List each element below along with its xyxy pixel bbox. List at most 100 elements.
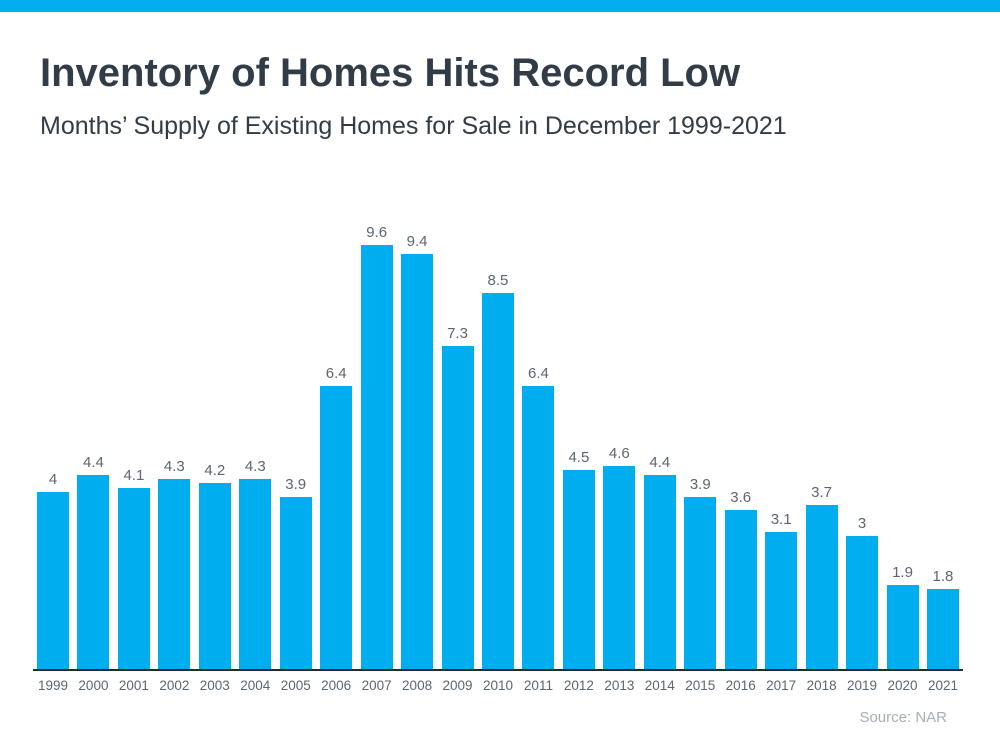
bar — [724, 509, 757, 669]
x-axis-tick-label: 2001 — [118, 677, 149, 693]
bar-group: 7.3 — [441, 324, 474, 669]
x-axis-tick-label: 2000 — [78, 677, 109, 693]
source-attribution: Source: NAR — [859, 708, 947, 726]
bar-value-label: 1.9 — [892, 563, 913, 581]
page-title: Inventory of Homes Hits Record Low — [40, 51, 741, 95]
page-subtitle: Months’ Supply of Existing Homes for Sal… — [40, 112, 787, 140]
bar — [765, 531, 798, 669]
x-axis-tick-label: 2006 — [321, 677, 352, 693]
bar — [77, 474, 110, 669]
bar — [562, 469, 595, 669]
x-axis-tick-label: 2002 — [159, 677, 190, 693]
x-axis-tick-label: 2013 — [604, 677, 635, 693]
bar-group: 6.4 — [320, 364, 353, 669]
x-axis-tick-label: 2004 — [240, 677, 271, 693]
bar-group: 1.9 — [886, 563, 919, 669]
bar — [320, 385, 353, 669]
bar-value-label: 3.9 — [689, 475, 711, 493]
bar-value-label: 6.4 — [325, 364, 347, 382]
bar-group: 3.9 — [279, 475, 312, 669]
bar — [805, 504, 838, 669]
bar-group: 9.4 — [401, 232, 434, 669]
x-axis-tick-label: 2011 — [523, 677, 553, 693]
x-axis-tick-label: 2012 — [563, 677, 594, 693]
bar-group: 4.3 — [158, 457, 191, 669]
bar-value-label: 4.4 — [83, 453, 104, 471]
x-axis-labels: 1999 2000 2001 2002 2003 2004 2005 2006 2007 2008… — [33, 678, 963, 693]
bar-group: 6.4 — [522, 364, 555, 669]
chart-header: Inventory of Homes Hits Record Low Month… — [0, 12, 1000, 141]
x-axis-tick-label: 2007 — [361, 677, 392, 693]
bar-value-label: 6.4 — [528, 364, 549, 382]
bar-group: 4.4 — [77, 453, 110, 669]
x-axis-tick-label: 2017 — [766, 677, 797, 693]
bar-group: 4 — [37, 471, 69, 669]
bar-value-label: 1.8 — [932, 567, 954, 585]
bar — [117, 487, 150, 669]
top-accent-bar — [0, 0, 1000, 12]
bar — [846, 535, 879, 669]
bar-group: 3.1 — [765, 510, 798, 669]
bar — [239, 478, 272, 669]
bar — [37, 491, 69, 669]
bar-value-label: 3.1 — [770, 510, 792, 528]
bar-value-label: 4.4 — [649, 453, 671, 471]
bar-group: 4.4 — [643, 453, 676, 669]
bar-group: 4.3 — [239, 457, 272, 669]
x-axis-tick-label: 2008 — [402, 677, 433, 693]
x-axis-tick-label: 2016 — [725, 677, 756, 693]
x-axis-tick-label: 2014 — [644, 677, 675, 693]
bar — [684, 496, 717, 669]
bar — [643, 474, 676, 669]
x-axis-tick-label: 2009 — [442, 677, 473, 693]
x-axis-tick-label: 1999 — [37, 677, 69, 693]
bar — [886, 584, 919, 669]
bar-group: 3.6 — [724, 488, 757, 669]
bar-group: 3 — [846, 514, 879, 669]
bar-value-label: 4.3 — [244, 457, 266, 475]
bar — [360, 244, 393, 669]
x-axis-tick-label: 2005 — [280, 677, 311, 693]
bar-value-label: 9.6 — [366, 223, 388, 241]
bar-group: 4.6 — [603, 444, 636, 669]
x-axis-tick-label: 2003 — [199, 677, 230, 693]
bar-group: 8.5 — [481, 271, 514, 669]
bar-value-label: 3 — [857, 514, 867, 532]
bar-value-label: 8.5 — [487, 271, 509, 289]
bar — [522, 385, 555, 669]
x-axis-tick-label: 2020 — [887, 677, 918, 693]
bar-value-label: 9.4 — [406, 232, 428, 250]
bar-value-label: 3.6 — [730, 488, 752, 506]
bar-value-label: 7.3 — [447, 324, 468, 342]
bar — [198, 482, 231, 669]
bar-group: 4.2 — [198, 461, 231, 669]
bar — [279, 496, 312, 669]
bar-value-label: 4.2 — [204, 461, 226, 479]
bar — [401, 253, 434, 669]
x-axis-tick-label: 2015 — [685, 677, 716, 693]
bar-group: 9.6 — [360, 223, 393, 669]
bar — [926, 588, 959, 669]
bar-group: 4.1 — [117, 466, 150, 669]
bar-value-label: 3.7 — [811, 483, 833, 501]
bar-value-label: 4.1 — [123, 466, 145, 484]
bar-value-label: 4.5 — [568, 448, 590, 466]
bar-group: 3.9 — [684, 475, 717, 669]
bar-value-label: 4.6 — [608, 444, 630, 462]
x-axis-tick-label: 2019 — [847, 677, 878, 693]
x-axis-tick-label: 2010 — [482, 677, 513, 693]
bar — [603, 465, 636, 669]
bar — [481, 292, 514, 669]
bar-group: 4.5 — [562, 448, 595, 669]
bar — [441, 345, 474, 669]
bar-chart: 4 4.4 4.1 4.3 4.2 4.3 3.9 6.4 9.6 9.4 7.3 8.5 6.4 4.5… — [33, 213, 963, 693]
bar-value-label: 4 — [48, 470, 58, 488]
plot-area: 4 4.4 4.1 4.3 4.2 4.3 3.9 6.4 9.6 9.4 7.3 8.5 6.4 4.5… — [33, 213, 963, 671]
bar-group: 3.7 — [805, 483, 838, 669]
x-axis-tick-label: 2021 — [927, 677, 958, 693]
bar-group: 1.8 — [926, 567, 959, 669]
bar-value-label: 3.9 — [285, 475, 307, 493]
x-axis-tick-label: 2018 — [806, 677, 837, 693]
source-row: Source: NAR — [0, 709, 947, 727]
bar-value-label: 4.3 — [163, 457, 185, 475]
